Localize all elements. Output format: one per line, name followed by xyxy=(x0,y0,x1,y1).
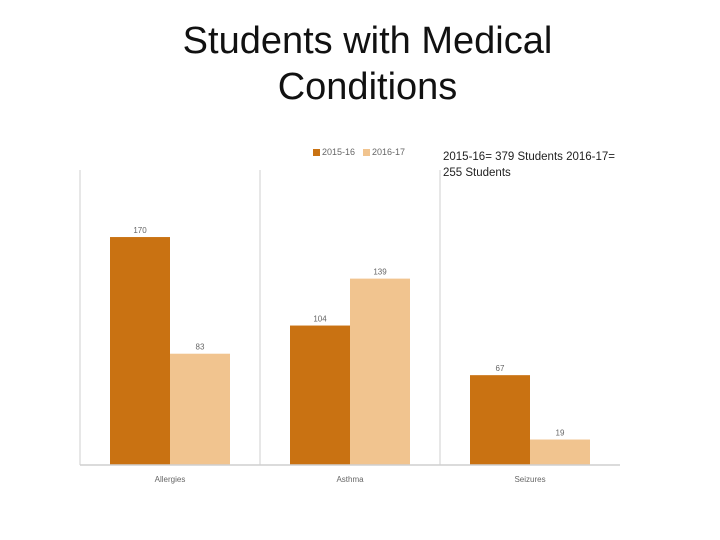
bar-allergies-2015-16 xyxy=(110,237,170,465)
bar-seizures-2016-17 xyxy=(530,439,590,465)
student-totals-annotation: 2015-16= 379 Students 2016-17= 255 Stude… xyxy=(443,151,616,179)
legend-swatch xyxy=(363,149,370,156)
bar-seizures-2015-16 xyxy=(470,375,530,465)
slide-title: Students with Medical Conditions xyxy=(182,20,553,108)
data-label: 83 xyxy=(196,343,205,352)
data-label: 67 xyxy=(496,364,505,373)
legend-label: 2016-17 xyxy=(372,147,405,157)
data-label: 19 xyxy=(556,429,565,438)
bar-asthma-2015-16 xyxy=(290,325,350,465)
bar-allergies-2016-17 xyxy=(170,353,230,465)
x-tick-label: Seizures xyxy=(514,475,545,484)
data-label: 104 xyxy=(313,315,327,324)
x-tick-label: Asthma xyxy=(336,475,364,484)
data-label: 170 xyxy=(133,226,147,235)
x-tick-label: Allergies xyxy=(155,475,186,484)
data-label: 139 xyxy=(373,268,387,277)
legend-label: 2015-16 xyxy=(322,147,355,157)
bar-asthma-2016-17 xyxy=(350,278,410,465)
legend-swatch xyxy=(313,149,320,156)
